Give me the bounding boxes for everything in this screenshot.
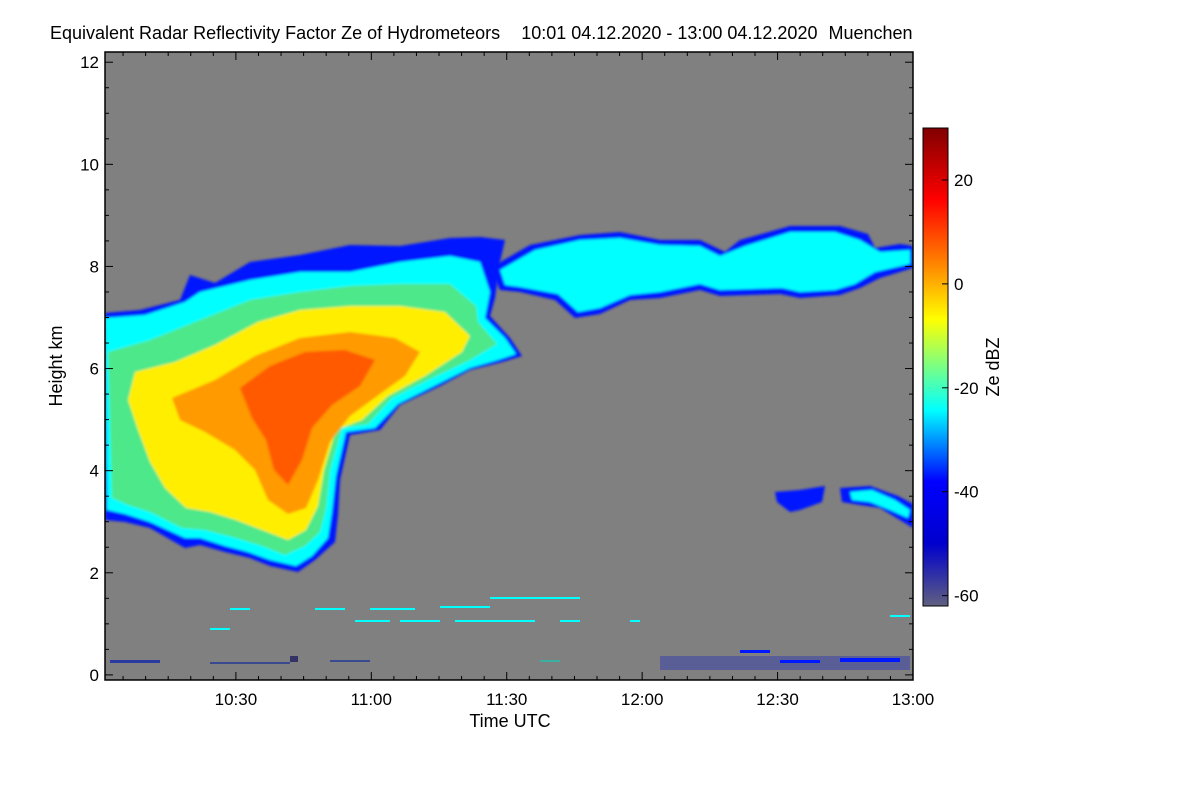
chart-title: Equivalent Radar Reflectivity Factor Ze … — [50, 23, 913, 43]
colorbar — [922, 127, 949, 607]
y-tick-label: 4 — [90, 462, 99, 481]
y-tick-label: 8 — [90, 257, 99, 276]
radar-echoes — [105, 226, 913, 670]
x-tick-label: 10:30 — [215, 690, 258, 709]
y-tick-label: 0 — [90, 666, 99, 685]
colorbar-axis: 20 0 -20 -40 -60 — [942, 171, 979, 606]
colorbar-tick-label: -20 — [954, 379, 979, 398]
x-tick-label: 12:00 — [621, 690, 664, 709]
echo-low-layer-2-core — [850, 490, 910, 518]
x-axis-label: Time UTC — [469, 711, 550, 731]
x-tick-label: 13:00 — [892, 690, 935, 709]
plot-frame — [104, 51, 914, 681]
y-axis-label: Height km — [46, 325, 66, 406]
x-axis: 10:30 11:00 11:30 12:00 12:30 13:00 — [122, 52, 935, 709]
y-tick-label: 2 — [90, 564, 99, 583]
colorbar-tick-label: -40 — [954, 483, 979, 502]
chart-title-main: Equivalent Radar Reflectivity Factor Ze … — [50, 23, 500, 43]
colorbar-tick-label: -60 — [954, 587, 979, 606]
x-tick-label: 12:30 — [756, 690, 799, 709]
ground-clutter — [110, 597, 910, 670]
echo-redorange-core — [240, 350, 375, 485]
y-tick-label: 12 — [80, 53, 99, 72]
colorbar-tick-label: 20 — [954, 171, 973, 190]
echo-low-layer-1 — [775, 486, 825, 512]
x-tick-label: 11:30 — [486, 690, 527, 709]
y-tick-label: 10 — [80, 155, 99, 174]
y-tick-label: 6 — [90, 360, 99, 379]
colorbar-label: Ze dBZ — [983, 337, 1003, 396]
colorbar-tick-label: 0 — [954, 275, 963, 294]
y-axis: 0 2 4 6 8 10 12 — [80, 53, 913, 685]
chart-time-range: 10:01 04.12.2020 - 13:00 04.12.2020 — [521, 23, 817, 43]
x-tick-label: 11:00 — [351, 690, 392, 709]
echo-cyan-cirrus — [500, 232, 910, 312]
chart-location: Muenchen — [828, 23, 912, 43]
